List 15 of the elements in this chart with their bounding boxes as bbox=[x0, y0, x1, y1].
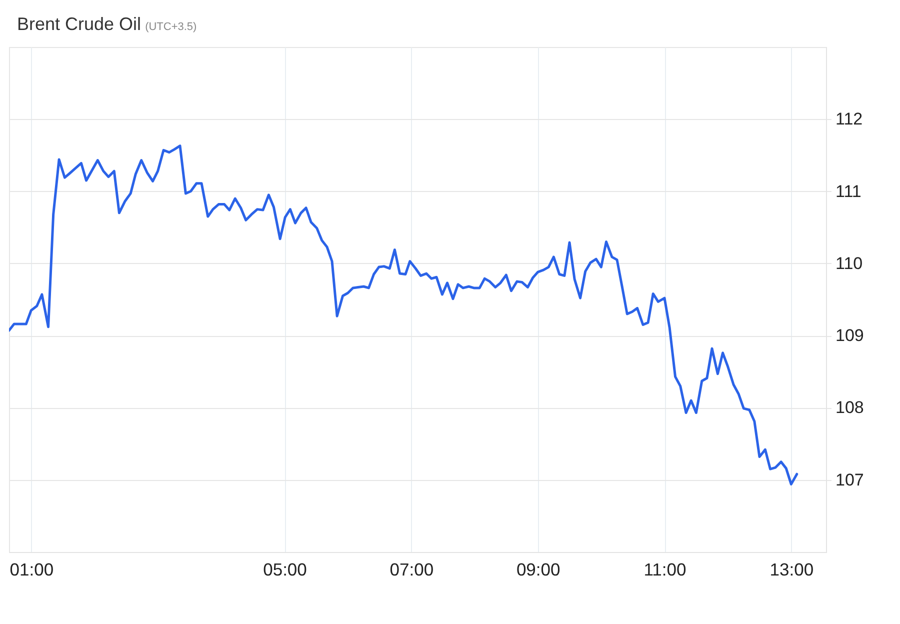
x-tick-label: 01:00 bbox=[10, 560, 54, 580]
y-tick-label: 112 bbox=[836, 110, 863, 129]
line-series bbox=[9, 144, 798, 486]
y-tick-label: 107 bbox=[836, 470, 864, 490]
y-tick-label: 111 bbox=[836, 182, 862, 201]
x-tick-label: 07:00 bbox=[390, 560, 434, 580]
chart-subtitle: (UTC+3.5) bbox=[145, 21, 197, 33]
y-tick-label: 110 bbox=[836, 254, 863, 273]
x-tick-label: 09:00 bbox=[516, 560, 560, 580]
y-tick-label: 108 bbox=[836, 398, 864, 418]
x-tick-label: 13:00 bbox=[770, 560, 814, 580]
x-tick-label: 11:00 bbox=[644, 560, 687, 580]
x-tick-label: 05:00 bbox=[263, 560, 308, 580]
chart-title: Brent Crude Oil bbox=[17, 14, 142, 34]
y-tick-label: 109 bbox=[836, 326, 864, 346]
